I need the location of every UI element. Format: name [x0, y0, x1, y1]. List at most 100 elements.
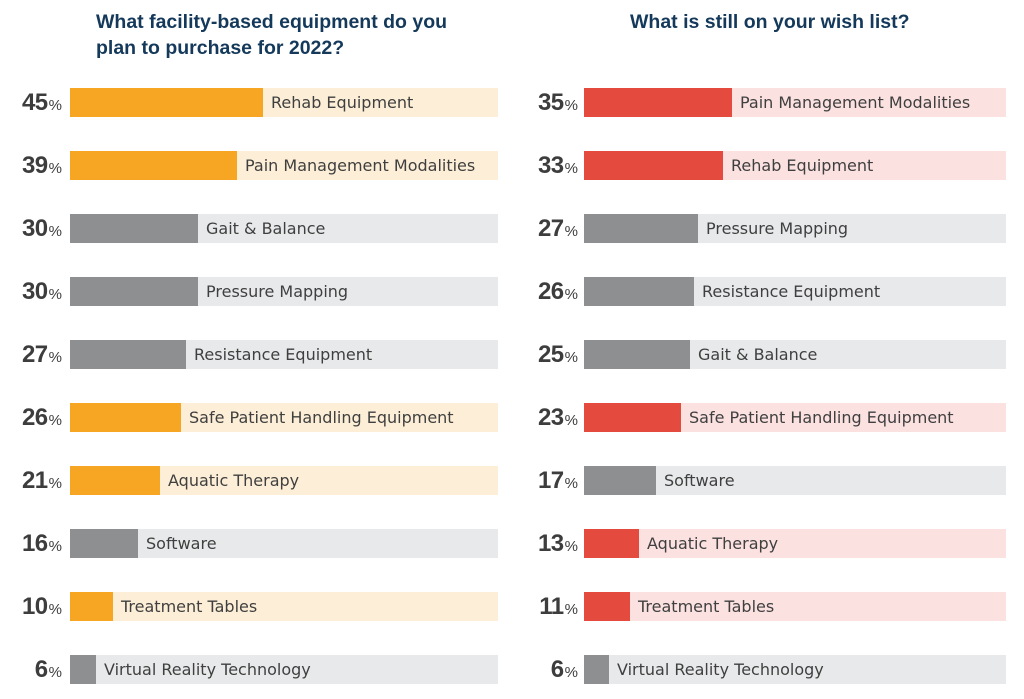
bar [70, 466, 160, 495]
bar-row: 27% Resistance Equipment [0, 340, 512, 370]
data-label: 6% [35, 655, 62, 685]
bar-track [70, 340, 498, 369]
data-label: 6% [551, 655, 578, 685]
data-label-value: 30 [21, 215, 48, 242]
category-label: Rehab Equipment [271, 93, 414, 112]
bar [584, 592, 630, 621]
bar [70, 403, 181, 432]
bar [70, 340, 186, 369]
bar-track [70, 88, 498, 117]
bar-track [70, 214, 498, 243]
data-label: 21% [22, 466, 62, 496]
bar-row: 25% Gait & Balance [512, 340, 1024, 370]
percent-sign: % [48, 286, 62, 303]
percent-sign: % [48, 97, 62, 114]
data-label: 39% [22, 151, 62, 181]
bar-row: 6% Virtual Reality Technology [0, 655, 512, 685]
bar [584, 340, 690, 369]
bar-track [584, 277, 1006, 306]
bar-track [70, 529, 498, 558]
data-label: 45% [22, 88, 62, 118]
data-label-value: 25 [537, 341, 564, 368]
percent-sign: % [48, 412, 62, 429]
bar-track [70, 592, 498, 621]
category-label: Aquatic Therapy [168, 471, 300, 490]
bar-track [70, 403, 498, 432]
bar [70, 214, 198, 243]
bar-track [584, 340, 1006, 369]
category-label: Aquatic Therapy [647, 534, 779, 553]
bar-row: 21% Aquatic Therapy [0, 466, 512, 496]
bar-track [584, 466, 1006, 495]
bar [584, 277, 694, 306]
bar [70, 88, 263, 117]
category-label: Software [146, 534, 217, 553]
data-label: 35% [538, 88, 578, 118]
bar [584, 88, 732, 117]
data-label: 25% [538, 340, 578, 370]
bar [70, 655, 96, 684]
data-label-value: 45 [21, 89, 48, 116]
category-label: Resistance Equipment [702, 282, 881, 301]
percent-sign: % [48, 160, 62, 177]
data-label: 10% [22, 592, 62, 622]
bar-row: 13% Aquatic Therapy [512, 529, 1024, 559]
percent-sign: % [48, 601, 62, 618]
percent-sign: % [48, 664, 62, 681]
bar [70, 151, 237, 180]
category-label: Rehab Equipment [731, 156, 874, 175]
category-label: Virtual Reality Technology [104, 660, 311, 679]
data-label: 30% [22, 277, 62, 307]
bar-row: 35% Pain Management Modalities [512, 88, 1024, 118]
bar-row: 45% Rehab Equipment [0, 88, 512, 118]
data-label-value: 26 [21, 404, 48, 431]
category-label: Pain Management Modalities [245, 156, 476, 175]
data-label-value: 33 [537, 152, 564, 179]
bar-row: 39% Pain Management Modalities [0, 151, 512, 181]
data-label: 23% [538, 403, 578, 433]
data-label-value: 17 [537, 467, 564, 494]
data-label-value: 30 [21, 278, 48, 305]
bar-row: 26% Resistance Equipment [512, 277, 1024, 307]
chart-panel-planned-purchases: What facility-based equipment do you pla… [0, 11, 512, 685]
bar-row: 11% Treatment Tables [512, 592, 1024, 622]
category-label: Gait & Balance [206, 219, 326, 238]
data-label-value: 6 [34, 656, 48, 683]
percent-sign: % [48, 223, 62, 240]
category-label: Pressure Mapping [206, 282, 349, 301]
data-label: 16% [22, 529, 62, 559]
data-label: 33% [538, 151, 578, 181]
chart-panel-wish-list: What is still on your wish list? 35% Pain… [512, 0, 1024, 699]
bar [584, 529, 639, 558]
bar-row: 27% Pressure Mapping [512, 214, 1024, 244]
bar [70, 592, 113, 621]
data-label: 13% [538, 529, 578, 559]
percent-sign: % [48, 475, 62, 492]
percent-sign: % [564, 97, 578, 114]
bar-track [584, 403, 1006, 432]
data-label-value: 39 [21, 152, 48, 179]
bar-track [70, 151, 498, 180]
category-label: Virtual Reality Technology [617, 660, 824, 679]
bar-track [70, 277, 498, 306]
bar-track [584, 655, 1006, 684]
category-label: Pressure Mapping [706, 219, 849, 238]
bar-row: 10% Treatment Tables [0, 592, 512, 622]
percent-sign: % [564, 223, 578, 240]
category-label: Resistance Equipment [194, 345, 373, 364]
percent-sign: % [564, 349, 578, 366]
bar [584, 403, 681, 432]
data-label-value: 13 [537, 530, 564, 557]
category-label: Gait & Balance [698, 345, 818, 364]
bar-row: 17% Software [512, 466, 1024, 496]
percent-sign: % [48, 538, 62, 555]
category-label: Safe Patient Handling Equipment [189, 408, 454, 427]
percent-sign: % [48, 349, 62, 366]
data-label-value: 27 [21, 341, 48, 368]
bar-track [70, 655, 498, 684]
percent-sign: % [564, 475, 578, 492]
data-label-value: 16 [21, 530, 48, 557]
category-label: Treatment Tables [121, 597, 258, 616]
bar [584, 655, 609, 684]
category-label: Safe Patient Handling Equipment [689, 408, 954, 427]
